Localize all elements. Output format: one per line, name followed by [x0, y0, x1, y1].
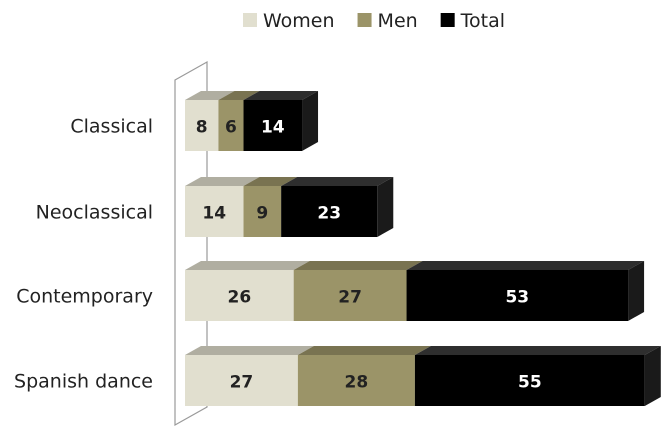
- data-label-total-contemporary: 53: [505, 288, 529, 308]
- bar-top-total-classical: [243, 91, 319, 100]
- bar-side-spanish-dance: [644, 346, 661, 406]
- bar-men-contemporary: [293, 270, 407, 321]
- data-label-men-classical: 6: [225, 118, 237, 138]
- bar-top-women-neoclassical: [185, 177, 260, 186]
- legend-label-women: Women: [263, 10, 335, 32]
- bar-women-spanish-dance: [185, 355, 298, 406]
- legend-item-women: Women: [243, 10, 335, 32]
- data-label-women-classical: 8: [196, 118, 208, 138]
- bar-top-women-classical: [185, 91, 235, 100]
- category-label-spanish-dance: Spanish dance: [14, 371, 153, 393]
- bar-row-classical: 8 6 14: [185, 91, 319, 151]
- legend-label-men: Men: [378, 10, 418, 32]
- data-label-men-spanish-dance: 28: [345, 373, 369, 393]
- bar-side-classical: [302, 91, 319, 151]
- bar-total-contemporary: [406, 270, 629, 321]
- bar-total-spanish-dance: [414, 355, 645, 406]
- legend-label-total: Total: [460, 10, 505, 32]
- category-label-contemporary: Contemporary: [16, 286, 153, 308]
- axis-wall: [174, 60, 208, 427]
- bar-top-total-neoclassical: [281, 177, 394, 186]
- category-label-classical: Classical: [70, 116, 153, 138]
- legend-swatch-total: [440, 13, 455, 27]
- legend-swatch-women: [243, 13, 257, 27]
- bar-women-classical: [185, 100, 219, 151]
- data-label-total-neoclassical: 23: [317, 204, 341, 224]
- bar-top-men-spanish-dance: [297, 346, 431, 355]
- bar-total-classical: [243, 100, 303, 151]
- data-label-total-classical: 14: [261, 118, 285, 138]
- legend-swatch-men: [357, 13, 372, 27]
- chart-back-wall: [174, 60, 208, 427]
- bar-top-men-classical: [218, 91, 260, 100]
- bar-top-total-spanish-dance: [414, 346, 661, 355]
- bar-top-men-contemporary: [293, 261, 423, 270]
- bar-men-neoclassical: [243, 186, 282, 237]
- bar-top-women-contemporary: [185, 261, 310, 270]
- legend: Women Men Total: [243, 10, 505, 32]
- bar-top-women-spanish-dance: [185, 346, 314, 355]
- bar-total-neoclassical: [281, 186, 378, 237]
- bar-side-contemporary: [628, 261, 645, 321]
- bar-series: 8 6 14 14 9 23 26 27 53 27 28 55: [185, 91, 661, 406]
- category-label-neoclassical: Neoclassical: [36, 202, 153, 224]
- bar-women-contemporary: [185, 270, 294, 321]
- bar-men-classical: [218, 100, 244, 151]
- bar-top-total-contemporary: [406, 261, 645, 270]
- data-label-women-spanish-dance: 27: [230, 373, 254, 393]
- bar-row-spanish-dance: 27 28 55: [185, 346, 661, 406]
- legend-item-total: Total: [440, 10, 505, 32]
- data-label-women-contemporary: 26: [228, 288, 252, 308]
- bar-row-neoclassical: 14 9 23: [185, 177, 394, 237]
- bar-side-neoclassical: [377, 177, 394, 237]
- data-label-men-neoclassical: 9: [256, 204, 268, 224]
- bar-row-contemporary: 26 27 53: [185, 261, 645, 321]
- legend-item-men: Men: [357, 10, 418, 32]
- bar-women-neoclassical: [185, 186, 244, 237]
- data-label-men-contemporary: 27: [338, 288, 362, 308]
- bar-men-spanish-dance: [297, 355, 415, 406]
- category-axis-labels: Classical Neoclassical Contemporary Spanish…: [14, 116, 153, 393]
- data-label-women-neoclassical: 14: [202, 204, 226, 224]
- data-label-total-spanish-dance: 55: [518, 373, 542, 393]
- bar-top-men-neoclassical: [243, 177, 298, 186]
